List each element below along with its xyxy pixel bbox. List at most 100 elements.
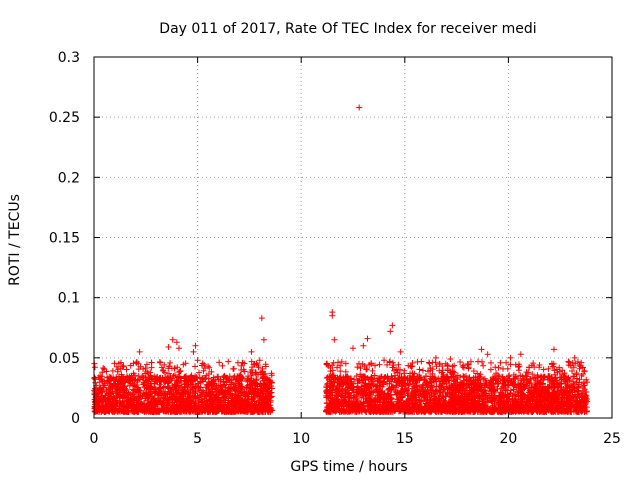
roti-point <box>144 370 151 377</box>
roti-point <box>447 356 454 363</box>
x-axis-label: GPS time / hours <box>290 459 407 475</box>
roti-point <box>499 373 506 380</box>
roti-point <box>416 366 423 373</box>
roti-point <box>527 380 534 387</box>
x-tick-label: 10 <box>292 431 310 447</box>
roti-point <box>140 381 147 388</box>
roti-point <box>517 380 524 387</box>
roti-point <box>452 389 459 396</box>
roti-point <box>345 374 352 381</box>
roti-point <box>336 400 343 407</box>
roti-point <box>366 402 373 409</box>
roti-point <box>115 366 122 373</box>
roti-point <box>119 363 126 370</box>
roti-point <box>130 360 137 367</box>
roti-point <box>145 393 152 400</box>
roti-point <box>268 370 275 377</box>
roti-point <box>396 406 403 413</box>
roti-point <box>216 359 223 366</box>
roti-point <box>507 354 514 361</box>
roti-point <box>428 384 435 391</box>
roti-point <box>403 398 410 405</box>
roti-point <box>465 375 472 382</box>
roti-point <box>583 408 590 415</box>
roti-point <box>388 408 395 415</box>
roti-point <box>538 386 545 393</box>
roti-point <box>120 362 127 369</box>
roti-point <box>465 364 472 371</box>
roti-point <box>190 348 197 355</box>
roti-point <box>461 380 468 387</box>
roti-point <box>264 397 271 404</box>
roti-point <box>511 397 518 404</box>
roti-point <box>534 408 541 415</box>
roti-point <box>186 408 193 415</box>
roti-point <box>491 406 498 413</box>
roti-point <box>148 399 155 406</box>
roti-point <box>217 386 224 393</box>
roti-point <box>358 401 365 408</box>
roti-point <box>179 393 186 400</box>
roti-point <box>224 408 231 415</box>
roti-point <box>547 383 554 390</box>
roti-point <box>436 361 443 368</box>
roti-point <box>389 364 396 371</box>
roti-point <box>359 374 366 381</box>
roti-point <box>386 378 393 385</box>
roti-point <box>333 395 340 402</box>
roti-point <box>424 400 431 407</box>
roti-point <box>564 398 571 405</box>
roti-point <box>375 405 382 412</box>
roti-point <box>356 404 363 411</box>
roti-point <box>398 394 405 401</box>
roti-point <box>409 406 416 413</box>
roti-point <box>478 346 485 353</box>
roti-point <box>115 382 122 389</box>
roti-point <box>205 363 212 370</box>
roti-point <box>92 376 99 383</box>
roti-point <box>207 400 214 407</box>
roti-point <box>168 392 175 399</box>
roti-point <box>379 407 386 414</box>
roti-point <box>429 376 436 383</box>
roti-point <box>528 362 535 369</box>
roti-point <box>576 376 583 383</box>
roti-point <box>401 374 408 381</box>
roti-point <box>127 380 134 387</box>
roti-point <box>248 348 255 355</box>
roti-point <box>581 386 588 393</box>
roti-point <box>550 346 557 353</box>
roti-point <box>336 408 343 415</box>
roti-point <box>171 408 178 415</box>
roti-point <box>516 403 523 410</box>
roti-point <box>119 375 126 382</box>
roti-point <box>482 408 489 415</box>
roti-point <box>171 371 178 378</box>
roti-point <box>387 392 394 399</box>
roti-point <box>550 408 557 415</box>
roti-point <box>226 377 233 384</box>
roti-point <box>134 408 141 415</box>
roti-point <box>457 359 464 366</box>
roti-point <box>386 358 393 365</box>
roti-point <box>111 394 118 401</box>
x-tick-label: 15 <box>396 431 414 447</box>
roti-point <box>492 364 499 371</box>
roti-point <box>564 407 571 414</box>
roti-point <box>440 397 447 404</box>
roti-point <box>364 384 371 391</box>
roti-point <box>382 374 389 381</box>
roti-point <box>107 386 114 393</box>
roti-point <box>380 399 387 406</box>
roti-point <box>131 390 138 397</box>
roti-point <box>99 369 106 376</box>
roti-point <box>491 395 498 402</box>
x-tick-label: 25 <box>603 431 621 447</box>
roti-point <box>265 408 272 415</box>
roti-point <box>194 380 201 387</box>
roti-point <box>244 377 251 384</box>
roti-point <box>488 385 495 392</box>
roti-point <box>513 407 520 414</box>
roti-point <box>442 375 449 382</box>
roti-point <box>394 369 401 376</box>
